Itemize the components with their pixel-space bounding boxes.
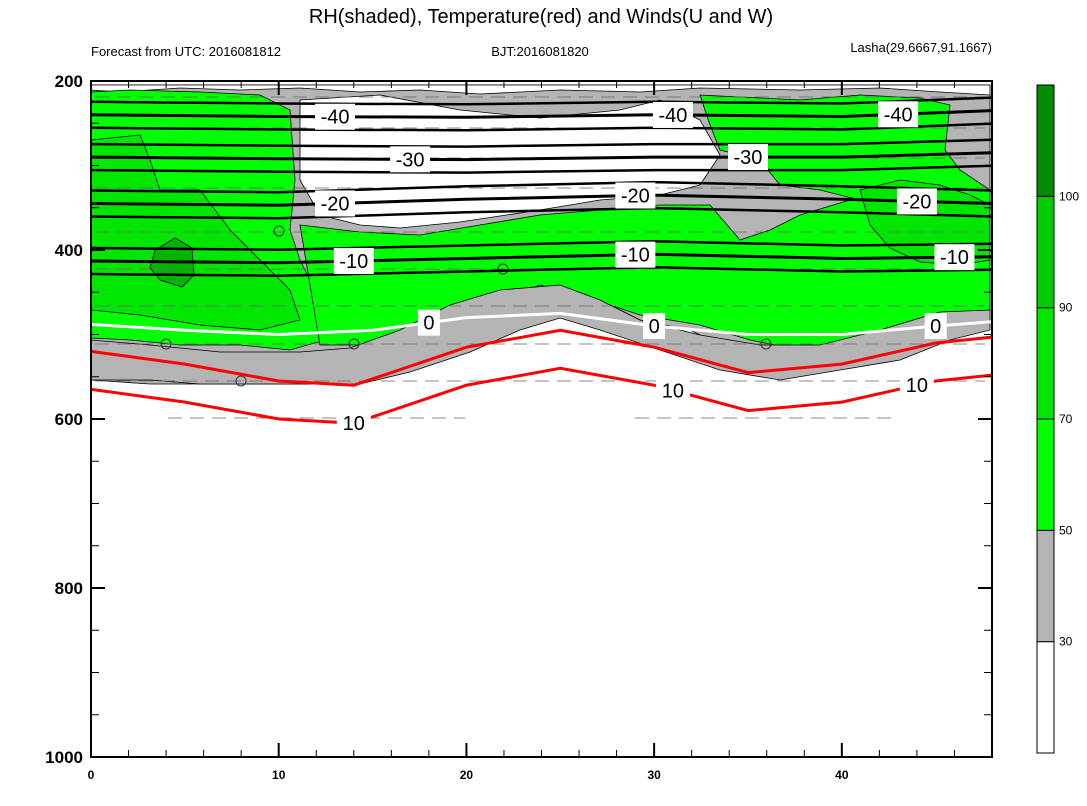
subtitle-left: Forecast from UTC: 2016081812 [91, 44, 281, 59]
colorbar-tick-label: 100 [1059, 189, 1079, 203]
contour-label: -10 [339, 251, 368, 273]
contour-label-box [417, 309, 440, 336]
temperature-contour-line [91, 164, 992, 174]
colorbar-segment [1036, 641, 1055, 754]
x-tick-label: 0 [88, 768, 95, 782]
contour-label-box [315, 103, 356, 130]
temperature-contour-line [91, 138, 992, 148]
contour-label-box [727, 144, 768, 171]
temperature-contour-line [91, 109, 992, 119]
contour-label: 0 [423, 313, 434, 335]
contour-label: -20 [902, 191, 931, 213]
contour-label-box [878, 101, 919, 128]
subtitle-center: BJT:2016081820 [491, 44, 589, 59]
temperature-contour-labels: -40 -40 -40 -30 -30 -20 -20 -20 -10 -10 -10 0 0 0 10 10… [315, 101, 975, 437]
y-tick-label: 1000 [45, 748, 83, 767]
calm-circle [497, 263, 509, 275]
calm-circle [235, 375, 247, 387]
calm-circle [760, 338, 772, 350]
contour-label: -40 [884, 104, 913, 126]
contour-label-box [333, 247, 374, 274]
temperature-contour-line [91, 96, 992, 106]
contour-label-box [336, 410, 371, 437]
calm-circle [273, 225, 285, 237]
temperature-contours [91, 96, 992, 425]
contour-label-box [934, 244, 975, 271]
chart-title: RH(shaded), Temperature(red) and Winds(U… [309, 6, 773, 28]
temperature-contour-line [91, 122, 992, 132]
temperature-contour-line [91, 151, 992, 162]
contour-label-box [924, 313, 947, 340]
colorbar-segment [1036, 418, 1055, 531]
contour-label: 0 [649, 316, 660, 338]
temperature-contour-line [91, 265, 992, 277]
x-tick-label: 10 [272, 768, 286, 782]
contour-label: -40 [321, 107, 350, 129]
colorbar-segment [1036, 307, 1055, 420]
contour-label: -40 [658, 105, 687, 127]
contour-label-box [896, 188, 937, 215]
contour-label-box [643, 313, 666, 340]
contour-label-box [655, 377, 690, 404]
contour-label: 10 [343, 413, 365, 435]
temperature-contour-line [91, 366, 992, 425]
colorbar-segment [1036, 84, 1055, 197]
temperature-contour-line [91, 328, 992, 387]
x-tick-label: 20 [460, 768, 474, 782]
contour-label-box [652, 101, 693, 128]
temperature-contour-line [91, 193, 992, 207]
contour-label-box [615, 182, 656, 209]
colorbar-tick-label: 70 [1059, 412, 1073, 426]
colorbar-segment [1036, 529, 1055, 643]
y-tick-label: 200 [55, 72, 83, 91]
colorbar: 30 50 70 90 100 [1036, 84, 1079, 754]
colorbar-tick-label: 30 [1059, 635, 1073, 649]
temperature-contour-line [91, 252, 992, 265]
contour-label: -30 [396, 149, 425, 171]
temperature-contour-line [91, 180, 992, 194]
contour-label: -30 [734, 147, 763, 169]
contour-label-box [390, 146, 431, 173]
x-tick-label: 40 [835, 768, 849, 782]
y-tick-label: 800 [55, 579, 83, 598]
contour-label: 10 [906, 375, 928, 397]
contour-label: 0 [930, 316, 941, 338]
calm-circle [348, 338, 360, 350]
colorbar-tick-label: 90 [1059, 301, 1073, 315]
colorbar-segment [1036, 195, 1055, 309]
contour-label-box [899, 372, 934, 399]
colorbar-tick-label: 50 [1059, 523, 1073, 537]
contour-label-box [315, 190, 356, 217]
contour-label: 10 [662, 380, 684, 402]
y-tick-label: 600 [55, 410, 83, 429]
y-tick-label: 400 [55, 241, 83, 260]
x-tick-label: 30 [647, 768, 661, 782]
calm-circle [160, 338, 172, 350]
contour-label-box [615, 241, 656, 268]
temperature-contour-line [91, 206, 992, 220]
x-axis: 0 10 20 30 40 [88, 81, 955, 782]
temperature-contour-line [91, 311, 992, 337]
contour-label: -20 [321, 193, 350, 215]
contour-label: -10 [940, 247, 969, 269]
temperature-contour-line [91, 239, 992, 251]
contour-label: -10 [621, 245, 650, 267]
contour-label: -20 [621, 185, 650, 207]
calm-markers [160, 225, 772, 387]
subtitle-right: Lasha(29.6667,91.1667) [850, 40, 992, 55]
